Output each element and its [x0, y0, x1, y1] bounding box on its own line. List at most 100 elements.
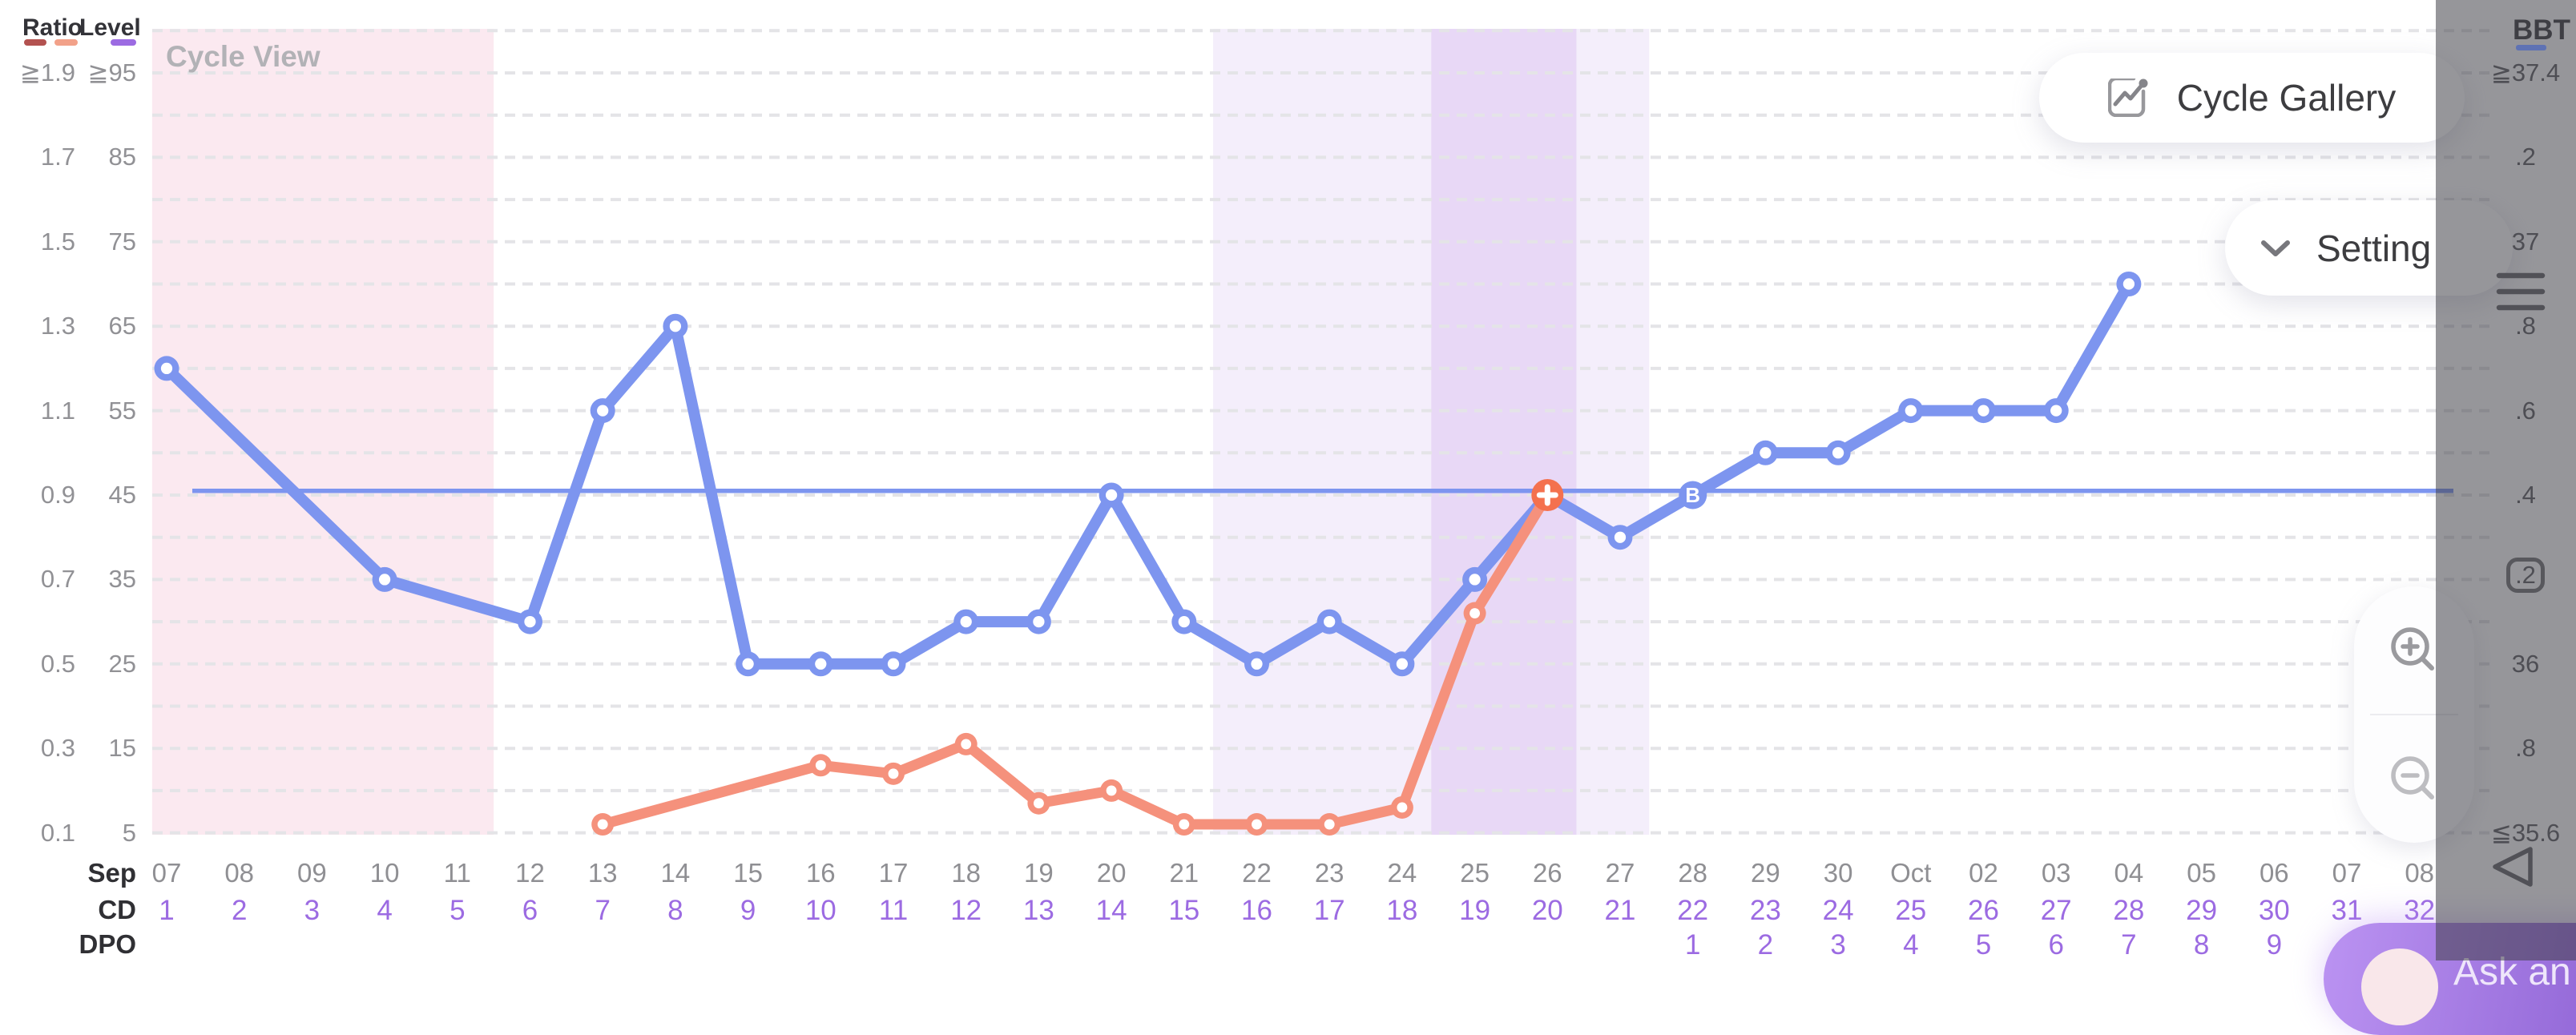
ratio-legend-underline-dark — [24, 39, 46, 46]
bbt-point[interactable] — [736, 651, 761, 677]
date-label: 21 — [1169, 858, 1199, 888]
cd-label: 28 — [2113, 895, 2145, 926]
bbt-point[interactable] — [808, 651, 833, 677]
bbt-point[interactable] — [1752, 440, 1778, 465]
date-label: 02 — [1969, 858, 1998, 888]
ratio-point[interactable] — [1245, 813, 1268, 836]
cd-label: 3 — [304, 895, 320, 926]
bbt-point[interactable] — [1316, 609, 1342, 634]
collapse-left-triangle-icon[interactable] — [2489, 846, 2537, 891]
bbt-tick: .2 — [2469, 558, 2576, 594]
level-tick: 55 — [108, 396, 136, 425]
cd-label: 19 — [1459, 895, 1491, 926]
ratio-tick: 1.1 — [40, 396, 75, 425]
ratio-point[interactable] — [591, 813, 615, 836]
cd-label: 2 — [231, 895, 248, 926]
bbt-tick: ≧37.4 — [2490, 58, 2561, 87]
cd-label: 7 — [595, 895, 611, 926]
ratio-tick: 0.3 — [40, 734, 75, 763]
dpo-label: 7 — [2121, 929, 2137, 960]
month-row-header: Sep — [87, 858, 136, 888]
bbt-point[interactable] — [663, 313, 688, 339]
bbt-point[interactable] — [1026, 609, 1051, 634]
dpo-label: 2 — [1757, 929, 1774, 960]
bbt-point[interactable] — [1462, 566, 1488, 592]
ratio-point[interactable] — [1390, 795, 1413, 819]
date-label: 28 — [1678, 858, 1708, 888]
dpo-label: 8 — [2193, 929, 2210, 960]
menu-handle-icon[interactable] — [2495, 269, 2546, 316]
dpo-label: 5 — [1975, 929, 1992, 960]
ratio-point[interactable] — [809, 754, 832, 777]
level-legend-label: Level — [79, 14, 141, 41]
date-label: 29 — [1751, 858, 1780, 888]
ratio-point[interactable] — [1100, 779, 1123, 802]
bbt-point[interactable] — [590, 398, 615, 424]
date-label: 07 — [2332, 858, 2362, 888]
setting-label: Setting — [2316, 227, 2432, 269]
bbt-point[interactable] — [2116, 272, 2142, 296]
bbt-point[interactable] — [953, 609, 979, 634]
cd-label: 6 — [522, 895, 538, 926]
cd-row-header: CD — [98, 895, 136, 924]
ratio-point[interactable] — [1318, 813, 1341, 836]
date-label: 05 — [2187, 858, 2216, 888]
bbt-point[interactable] — [154, 356, 179, 381]
bbt-point[interactable] — [2043, 398, 2069, 424]
bbt-point[interactable] — [518, 609, 542, 634]
cycle-gallery-button[interactable]: Cycle Gallery — [2039, 53, 2465, 143]
ratio-tick: 1.7 — [40, 143, 75, 171]
cd-label: 25 — [1895, 895, 1927, 926]
ratio-point[interactable] — [1027, 791, 1050, 815]
band-period — [151, 29, 494, 835]
bbt-point[interactable] — [881, 651, 906, 677]
bbt-point[interactable] — [1971, 398, 1996, 424]
date-label: 03 — [2041, 858, 2071, 888]
page-title: Cycle View — [166, 40, 320, 73]
cd-label: 18 — [1386, 895, 1418, 926]
date-label: 18 — [951, 858, 982, 888]
bbt-boxed-tick-badge: .2 — [2506, 558, 2545, 594]
cycle-chart[interactable]: B — [0, 0, 2576, 960]
date-label: 20 — [1096, 858, 1127, 888]
date-label: 26 — [1532, 858, 1562, 888]
zoom-out-button[interactable] — [2354, 715, 2474, 843]
date-label: 24 — [1387, 858, 1417, 888]
level-tick: ≧95 — [87, 58, 136, 87]
date-label: 22 — [1242, 858, 1272, 888]
bbt-legend-underline — [2516, 45, 2546, 50]
bbt-point[interactable] — [1099, 482, 1124, 508]
ratio-point[interactable] — [1463, 602, 1486, 625]
ratio-tick: ≧1.9 — [19, 58, 75, 87]
bbt-point[interactable] — [1607, 525, 1633, 550]
date-label: 17 — [878, 858, 909, 888]
chart-gallery-icon — [2107, 79, 2148, 117]
bbt-point[interactable] — [1171, 609, 1197, 634]
positive-test-marker[interactable] — [1531, 479, 1564, 511]
bbt-tick: .4 — [2515, 481, 2536, 509]
ratio-legend-underline-light — [54, 39, 78, 46]
date-label: 13 — [587, 858, 618, 888]
cd-label: 24 — [1822, 895, 1854, 926]
ratio-point[interactable] — [1172, 813, 1195, 836]
bbt-rise-marker[interactable]: B — [1679, 481, 1707, 509]
dpo-label: 3 — [1830, 929, 1846, 960]
bbt-point[interactable] — [372, 566, 397, 592]
date-label: Oct — [1890, 858, 1932, 888]
dpo-label: 4 — [1903, 929, 1919, 960]
ratio-tick: 0.5 — [40, 649, 75, 678]
bbt-point[interactable] — [1825, 440, 1851, 465]
ratio-point[interactable] — [882, 762, 905, 785]
bbt-point[interactable] — [1244, 651, 1269, 677]
cd-label: 32 — [2404, 895, 2436, 926]
bbt-point[interactable] — [1389, 651, 1415, 677]
ratio-point[interactable] — [954, 732, 978, 755]
zoom-in-button[interactable] — [2354, 586, 2474, 714]
bbt-point[interactable] — [1898, 398, 1924, 424]
date-label: 06 — [2259, 858, 2289, 888]
band-fertile — [1576, 29, 1650, 835]
date-label: 25 — [1460, 858, 1490, 888]
level-tick: 65 — [108, 312, 136, 340]
cd-label: 4 — [377, 895, 393, 926]
chevron-down-icon — [2261, 240, 2290, 256]
